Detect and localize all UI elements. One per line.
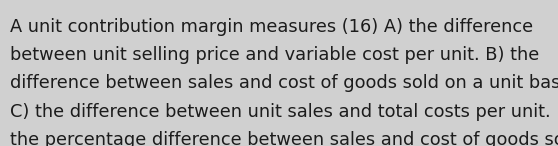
Text: between unit selling price and variable cost per unit. B) the: between unit selling price and variable … — [10, 46, 539, 64]
Text: the percentage difference between sales and cost of goods sold.: the percentage difference between sales … — [10, 131, 558, 146]
Text: A unit contribution margin measures (16) A) the difference: A unit contribution margin measures (16)… — [10, 18, 533, 35]
Text: C) the difference between unit sales and total costs per unit. D): C) the difference between unit sales and… — [10, 103, 558, 121]
Text: difference between sales and cost of goods sold on a unit basis.: difference between sales and cost of goo… — [10, 74, 558, 92]
